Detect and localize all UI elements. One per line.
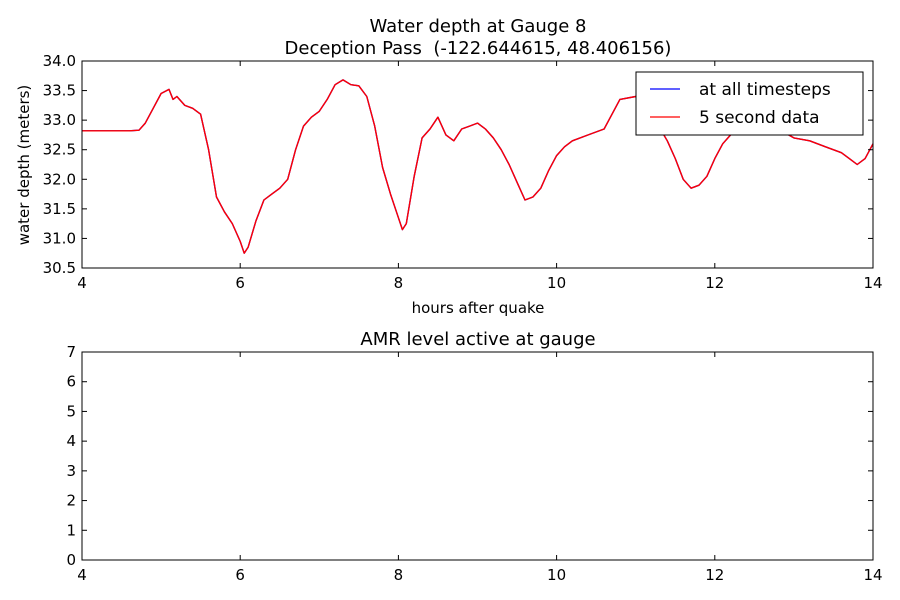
x-tick-label: 8 [394, 566, 404, 584]
y-tick-label: 0 [66, 551, 76, 569]
y-tick-label: 33.5 [43, 82, 76, 100]
legend-label-5-second-data: 5 second data [699, 108, 820, 128]
water-depth-chart: Water depth at Gauge 8 Deception Pass (-… [15, 16, 883, 317]
y-tick-label: 32.5 [43, 141, 76, 159]
x-tick-label: 6 [235, 566, 245, 584]
y-tick-label: 6 [66, 373, 76, 391]
plot-frame [81, 351, 874, 561]
x-axis-label: hours after quake [412, 299, 545, 317]
x-tick-label: 12 [705, 566, 724, 584]
y-axis-label: water depth (meters) [15, 85, 33, 246]
y-tick-label: 33.0 [43, 111, 76, 129]
amr-level-chart: AMR level active at gauge 4 6 8 10 12 1401234… [66, 329, 882, 584]
y-tick-label: 30.5 [43, 259, 76, 277]
x-tick-label: 8 [394, 274, 404, 292]
x-tick-label: 6 [235, 274, 245, 292]
y-tick-label: 7 [66, 343, 76, 361]
plot-frame [81, 60, 874, 269]
series-group [82, 79, 874, 254]
y-tick-label: 32.0 [43, 170, 76, 188]
legend: at all timesteps 5 second data [635, 71, 864, 136]
ticks-group: 4 6 8 10 12 14 30.5 31.0 31.5 32.0 32.5 33.0 33.5 34.… [43, 52, 883, 292]
chart-title: AMR level active at gauge [360, 329, 595, 350]
y-tick-label: 5 [66, 402, 76, 420]
y-tick-label: 31.5 [43, 200, 76, 218]
series-line-1 [82, 79, 874, 254]
x-tick-label: 4 [77, 274, 87, 292]
y-tick-label: 3 [66, 462, 76, 480]
y-tick-label: 2 [66, 492, 76, 510]
x-tick-label: 14 [863, 566, 882, 584]
chart-title: Water depth at Gauge 8 [370, 16, 587, 37]
y-tick-label: 1 [66, 521, 76, 539]
x-tick-label: 4 [77, 566, 87, 584]
legend-box [635, 71, 864, 136]
x-tick-label: 12 [705, 274, 724, 292]
legend-label-all-timesteps: at all timesteps [699, 80, 831, 100]
chart-subtitle: Deception Pass (-122.644615, 48.406156) [285, 38, 672, 59]
x-tick-label: 14 [863, 274, 882, 292]
y-tick-label: 34.0 [43, 52, 76, 70]
y-tick-label: 31.0 [43, 229, 76, 247]
x-tick-label: 10 [547, 274, 566, 292]
y-tick-label: 4 [66, 432, 76, 450]
x-tick-label: 10 [547, 566, 566, 584]
